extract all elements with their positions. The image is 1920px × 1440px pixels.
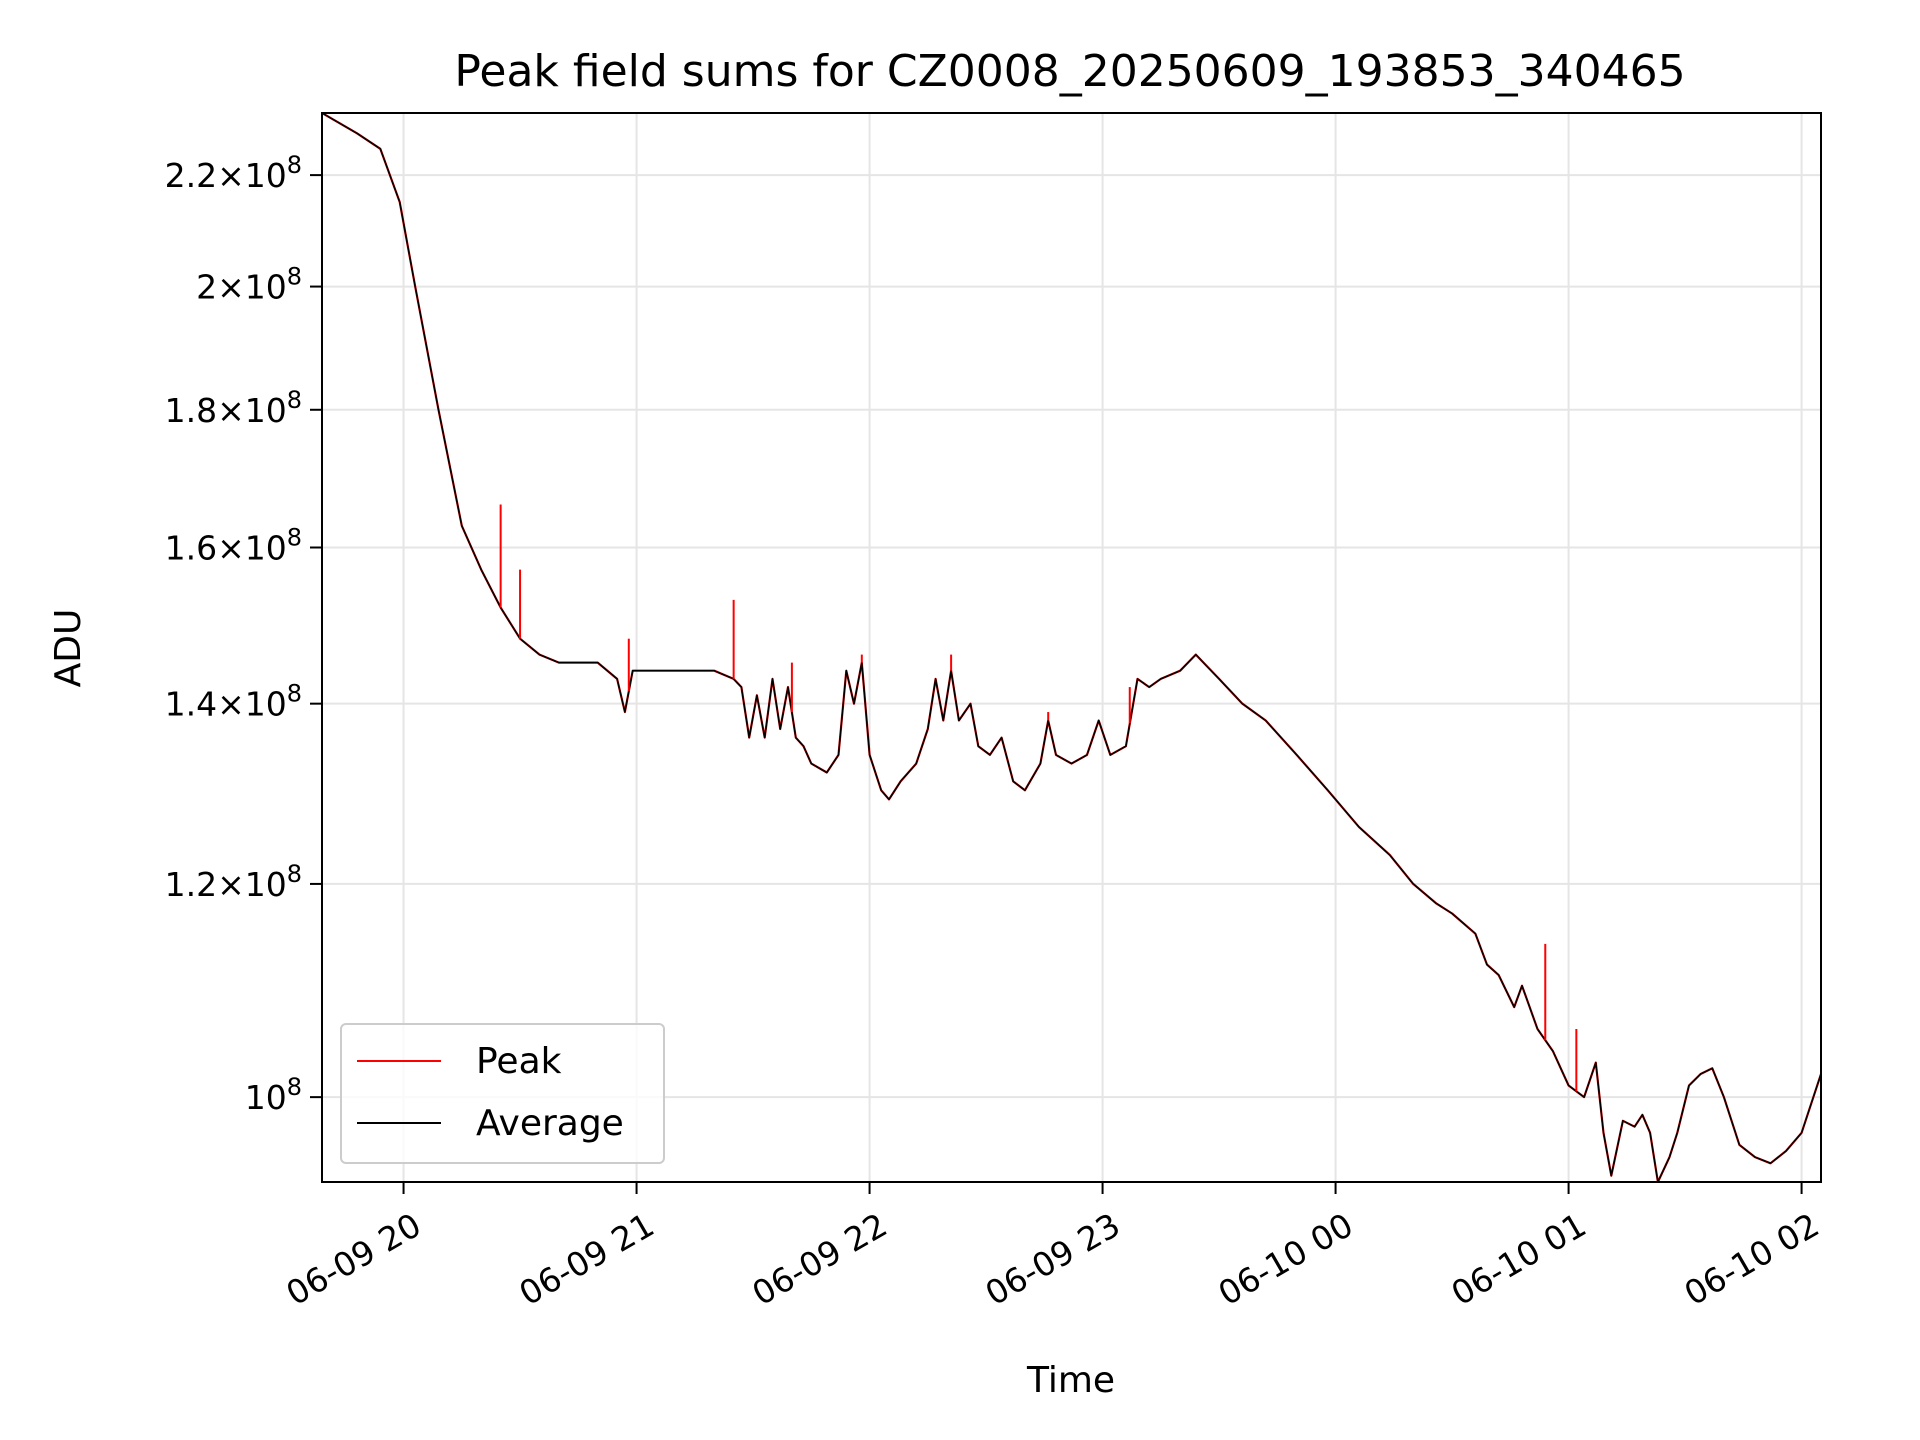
plot-frame [321,112,1822,1183]
y-axis-label: ADU [48,609,89,688]
peak-series-line [322,113,1821,1182]
legend: Peak Average [340,1023,665,1164]
x-tick-label: 06-09 20 [280,1205,428,1313]
y-tick-label: 1.2×108 [165,860,302,904]
y-axis-ticks: 108 1.2×108 1.4×108 1.6×108 1.8×108 2×108 2.2×… [165,151,322,1117]
y-tick-label: 1.6×108 [165,524,302,568]
average-series-line [322,113,1821,1182]
x-tick-label: 06-10 02 [1678,1205,1826,1313]
x-tick-label: 06-09 22 [746,1205,894,1313]
x-tick-label: 06-09 23 [979,1205,1127,1313]
x-axis-label: Time [1026,1360,1115,1401]
y-tick-label: 2×108 [196,263,302,307]
x-tick-label: 06-10 00 [1212,1205,1360,1313]
series-group [322,113,1821,1182]
legend-peak-label: Peak [476,1041,562,1082]
chart-title: Peak field sums for CZ0008_20250609_1938… [454,46,1685,97]
y-tick-label: 1.4×108 [165,680,302,724]
grid [322,113,1821,1182]
x-axis-ticks: 06-09 20 06-09 21 06-09 22 06-09 23 06-10 00… [280,1182,1826,1313]
y-tick-label: 108 [245,1073,302,1117]
legend-average-label: Average [476,1103,624,1144]
y-tick-label: 1.8×108 [165,386,302,430]
y-tick-label: 2.2×108 [165,151,302,195]
legend-box [340,1023,665,1164]
x-tick-label: 06-09 21 [513,1205,661,1313]
x-tick-label: 06-10 01 [1445,1205,1593,1313]
series-layer [322,113,1821,1182]
